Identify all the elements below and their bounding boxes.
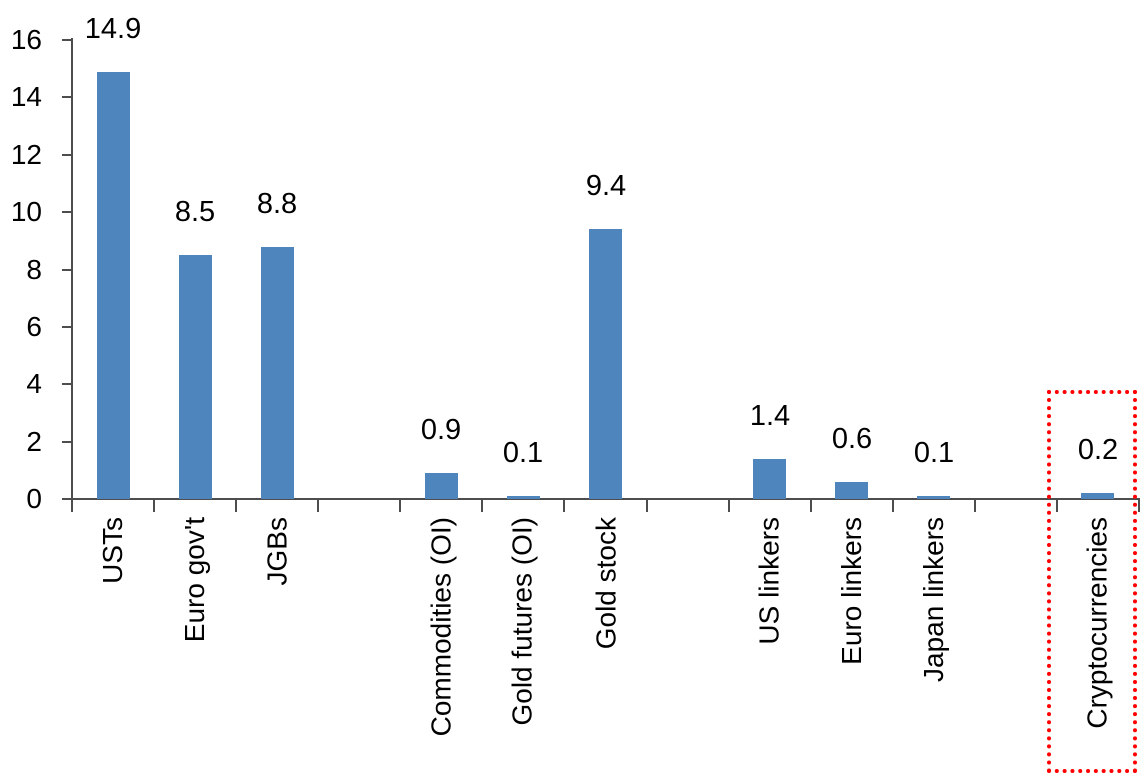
- y-tick-label: 2: [26, 425, 42, 457]
- category-label-text: Euro linkers: [836, 517, 867, 665]
- category-label-text: Euro gov't: [179, 517, 210, 643]
- y-tick-label: 6: [26, 310, 42, 342]
- x-tick: [153, 499, 155, 512]
- y-tick: [62, 153, 72, 156]
- bar: [753, 458, 786, 499]
- bar-value-label: 8.8: [256, 188, 298, 220]
- y-tick-label: 14: [10, 81, 42, 113]
- y-tick: [62, 498, 72, 500]
- x-tick: [974, 499, 976, 512]
- y-tick: [62, 383, 72, 386]
- bar: [261, 246, 294, 499]
- x-tick: [71, 499, 73, 512]
- bar-value-label: 8.5: [174, 196, 216, 228]
- bar-value-label: 9.4: [585, 170, 627, 202]
- bar: [425, 473, 458, 499]
- x-tick: [1138, 499, 1140, 512]
- category-label-text: Commodities (OI): [425, 517, 456, 737]
- bar-value-label: 0.1: [502, 437, 544, 469]
- bar: [1081, 493, 1114, 499]
- y-axis-line: [71, 38, 73, 501]
- category-label-text: JGBs: [261, 517, 292, 586]
- x-tick: [317, 499, 319, 512]
- bar: [97, 71, 130, 499]
- bar: [589, 229, 622, 499]
- bar: [917, 496, 950, 499]
- bar-value-label: 0.6: [831, 423, 873, 455]
- bar-value-label: 0.9: [420, 414, 462, 446]
- x-axis-line: [71, 498, 1140, 500]
- x-tick: [1056, 499, 1058, 512]
- x-tick: [646, 499, 648, 512]
- category-label-text: Japan linkers: [918, 517, 949, 682]
- category-label-text: Gold futures (OI): [507, 517, 538, 726]
- y-tick-label: 8: [26, 253, 42, 285]
- bar: [835, 481, 868, 499]
- x-tick: [399, 499, 401, 512]
- x-tick: [728, 499, 730, 512]
- highlight-box: [1047, 390, 1137, 773]
- y-tick-label: 16: [10, 24, 42, 55]
- x-tick: [892, 499, 894, 512]
- bar-value-label: 14.9: [84, 13, 142, 45]
- y-tick-label: 10: [10, 196, 42, 228]
- category-label-text: US linkers: [754, 517, 785, 645]
- x-tick: [481, 499, 483, 512]
- bar-value-label: 1.4: [749, 400, 791, 432]
- bar: [179, 255, 212, 499]
- x-tick: [810, 499, 812, 512]
- y-tick-label: 4: [26, 368, 42, 400]
- y-tick: [62, 96, 72, 99]
- x-tick: [563, 499, 565, 512]
- y-tick: [62, 268, 72, 271]
- category-label-text: Gold stock: [590, 517, 621, 650]
- y-tick: [62, 440, 72, 443]
- y-tick: [62, 325, 72, 328]
- bar: [507, 496, 540, 499]
- y-tick: [62, 39, 72, 41]
- y-tick-label: 12: [10, 138, 42, 170]
- x-tick: [235, 499, 237, 512]
- category-label-text: USTs: [97, 517, 128, 584]
- bar-value-label: 0.2: [1077, 434, 1119, 466]
- y-tick-label: 0: [26, 483, 42, 514]
- y-tick: [62, 211, 72, 214]
- bar-value-label: 0.1: [913, 437, 955, 469]
